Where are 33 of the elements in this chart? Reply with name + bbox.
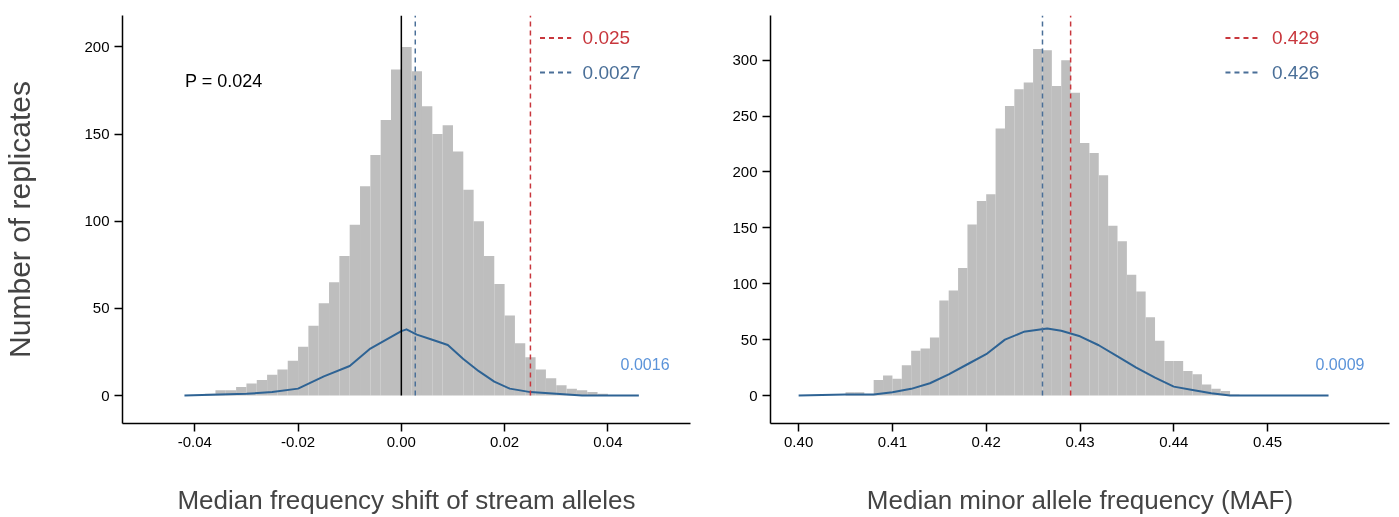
x-tick-label: 0.40 xyxy=(784,432,814,450)
y-tick-label: 250 xyxy=(732,107,758,125)
x-tick-label: 0.41 xyxy=(877,432,908,450)
x-tick-label: 0.43 xyxy=(1065,432,1095,450)
x-tick-label: 0.04 xyxy=(593,432,623,450)
annotation: 0.0009 xyxy=(1315,356,1365,374)
y-tick-label: 0 xyxy=(101,386,110,404)
ref-line-label: 0.426 xyxy=(1271,62,1320,84)
x-tick-label: 0.02 xyxy=(490,432,520,450)
x-axis-title: Median minor allele frequency (MAF) xyxy=(866,484,1294,515)
y-tick-label: 150 xyxy=(84,125,110,143)
y-tick-label: 100 xyxy=(84,212,110,230)
ref-line-label: 0.0027 xyxy=(582,62,641,84)
annotation: P = 0.024 xyxy=(184,70,263,91)
y-tick-label: 200 xyxy=(732,162,758,180)
x-tick-label: 0.00 xyxy=(386,432,416,450)
x-tick-label: -0.02 xyxy=(280,432,316,450)
y-axis-title: Number of replicates xyxy=(3,81,37,358)
y-tick-label: 300 xyxy=(732,51,758,69)
y-tick-label: 50 xyxy=(740,330,758,348)
x-tick-label: 0.42 xyxy=(971,432,1001,450)
y-tick-label: 50 xyxy=(92,299,110,317)
x-tick-label: -0.04 xyxy=(177,432,212,450)
ref-line-label: 0.429 xyxy=(1271,27,1320,49)
ref-line-label: 0.025 xyxy=(582,27,631,49)
y-tick-label: 100 xyxy=(732,274,758,292)
x-tick-label: 0.45 xyxy=(1252,432,1283,450)
y-tick-label: 0 xyxy=(749,386,758,404)
annotation: 0.0016 xyxy=(620,356,670,374)
y-tick-label: 200 xyxy=(84,37,110,55)
y-tick-label: 150 xyxy=(732,218,758,236)
x-tick-label: 0.44 xyxy=(1159,432,1189,450)
x-axis-title: Median frequency shift of stream alleles xyxy=(177,484,636,515)
